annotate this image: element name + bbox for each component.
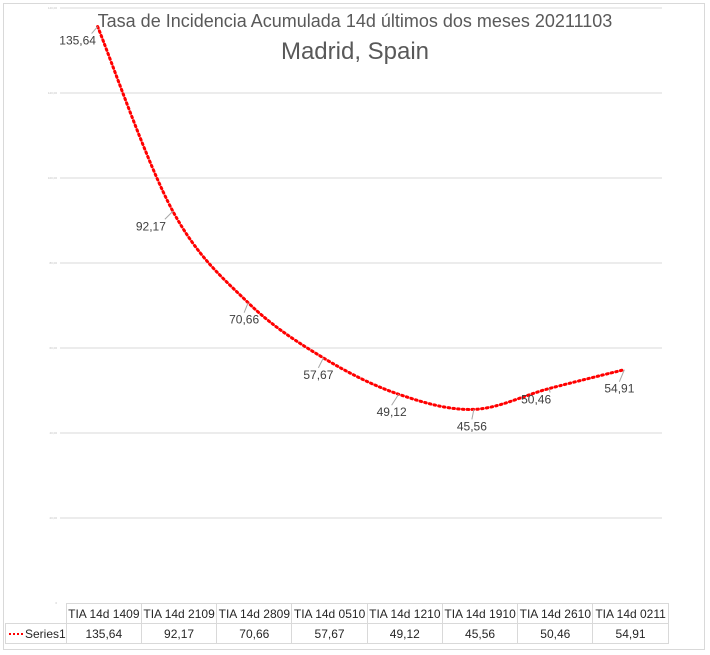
data-label: 45,56: [457, 419, 487, 433]
data-table: TIA 14d 1409 TIA 14d 2109 TIA 14d 2809 TIA …: [5, 603, 669, 644]
y-tick-label: 100,00: [48, 176, 58, 180]
data-table-value: 50,46: [517, 623, 594, 644]
data-label-leader: [164, 210, 174, 220]
chart-title: Tasa de Incidencia Acumulada 14d últimos…: [97, 11, 613, 31]
data-label: 50,46: [521, 393, 551, 407]
chart-subtitle: Madrid, Spain: [280, 38, 430, 65]
data-table-value: 135,64: [65, 623, 142, 644]
chart-area: [3, 3, 705, 650]
y-tick-label: 120,00: [48, 91, 58, 95]
category-label: TIA 14d 2610: [517, 603, 594, 624]
category-label: TIA 14d 2109: [140, 603, 218, 624]
y-tick-label: 80,00: [49, 261, 57, 265]
data-label: 135,64: [59, 34, 96, 48]
category-label: TIA 14d 2809: [216, 603, 293, 624]
data-label: 49,12: [377, 405, 407, 419]
category-label: TIA 14d 0211: [592, 603, 669, 624]
data-label-leader: [391, 393, 400, 406]
data-table-value: 54,91: [592, 623, 669, 644]
data-table-corner: [5, 603, 67, 624]
data-label-leader: [471, 409, 475, 420]
legend-series-name: Series1: [25, 626, 66, 641]
data-table-value: 49,12: [366, 623, 443, 644]
y-tick-label: 40,00: [49, 431, 57, 435]
data-table-value: 70,66: [216, 623, 293, 644]
category-label: TIA 14d 1409: [65, 603, 142, 624]
data-label: 92,17: [136, 219, 166, 233]
data-label: 57,67: [303, 368, 333, 382]
data-label-leader: [243, 302, 249, 313]
legend-key: Series1: [5, 623, 67, 644]
y-tick-label: 20,00: [49, 516, 57, 520]
data-table-series-row: Series1 135,64 92,17 70,66 57,67 49,12 45,56 5…: [5, 623, 669, 644]
category-label: TIA 14d 1910: [441, 603, 519, 624]
data-label-leader: [317, 357, 324, 369]
data-table-header-row: TIA 14d 1409 TIA 14d 2109 TIA 14d 2809 TIA …: [5, 603, 669, 624]
data-table-value: 92,17: [140, 623, 218, 644]
legend-line-icon: [9, 633, 23, 636]
data-label-leader: [548, 388, 551, 393]
data-table-value: 57,67: [291, 623, 368, 644]
category-label: TIA 14d 0510: [291, 603, 368, 624]
series-line: [96, 25, 626, 411]
data-label: 70,66: [229, 313, 259, 327]
data-label: 54,91: [604, 382, 634, 396]
data-label-leader: [91, 26, 99, 34]
y-tick-label: 140,00: [48, 6, 58, 10]
data-table-value: 45,56: [441, 623, 519, 644]
category-label: TIA 14d 1210: [366, 603, 443, 624]
y-tick-label: 60,00: [49, 346, 57, 350]
data-label-leader: [618, 369, 625, 382]
y-tick-label: 0: [55, 601, 57, 605]
